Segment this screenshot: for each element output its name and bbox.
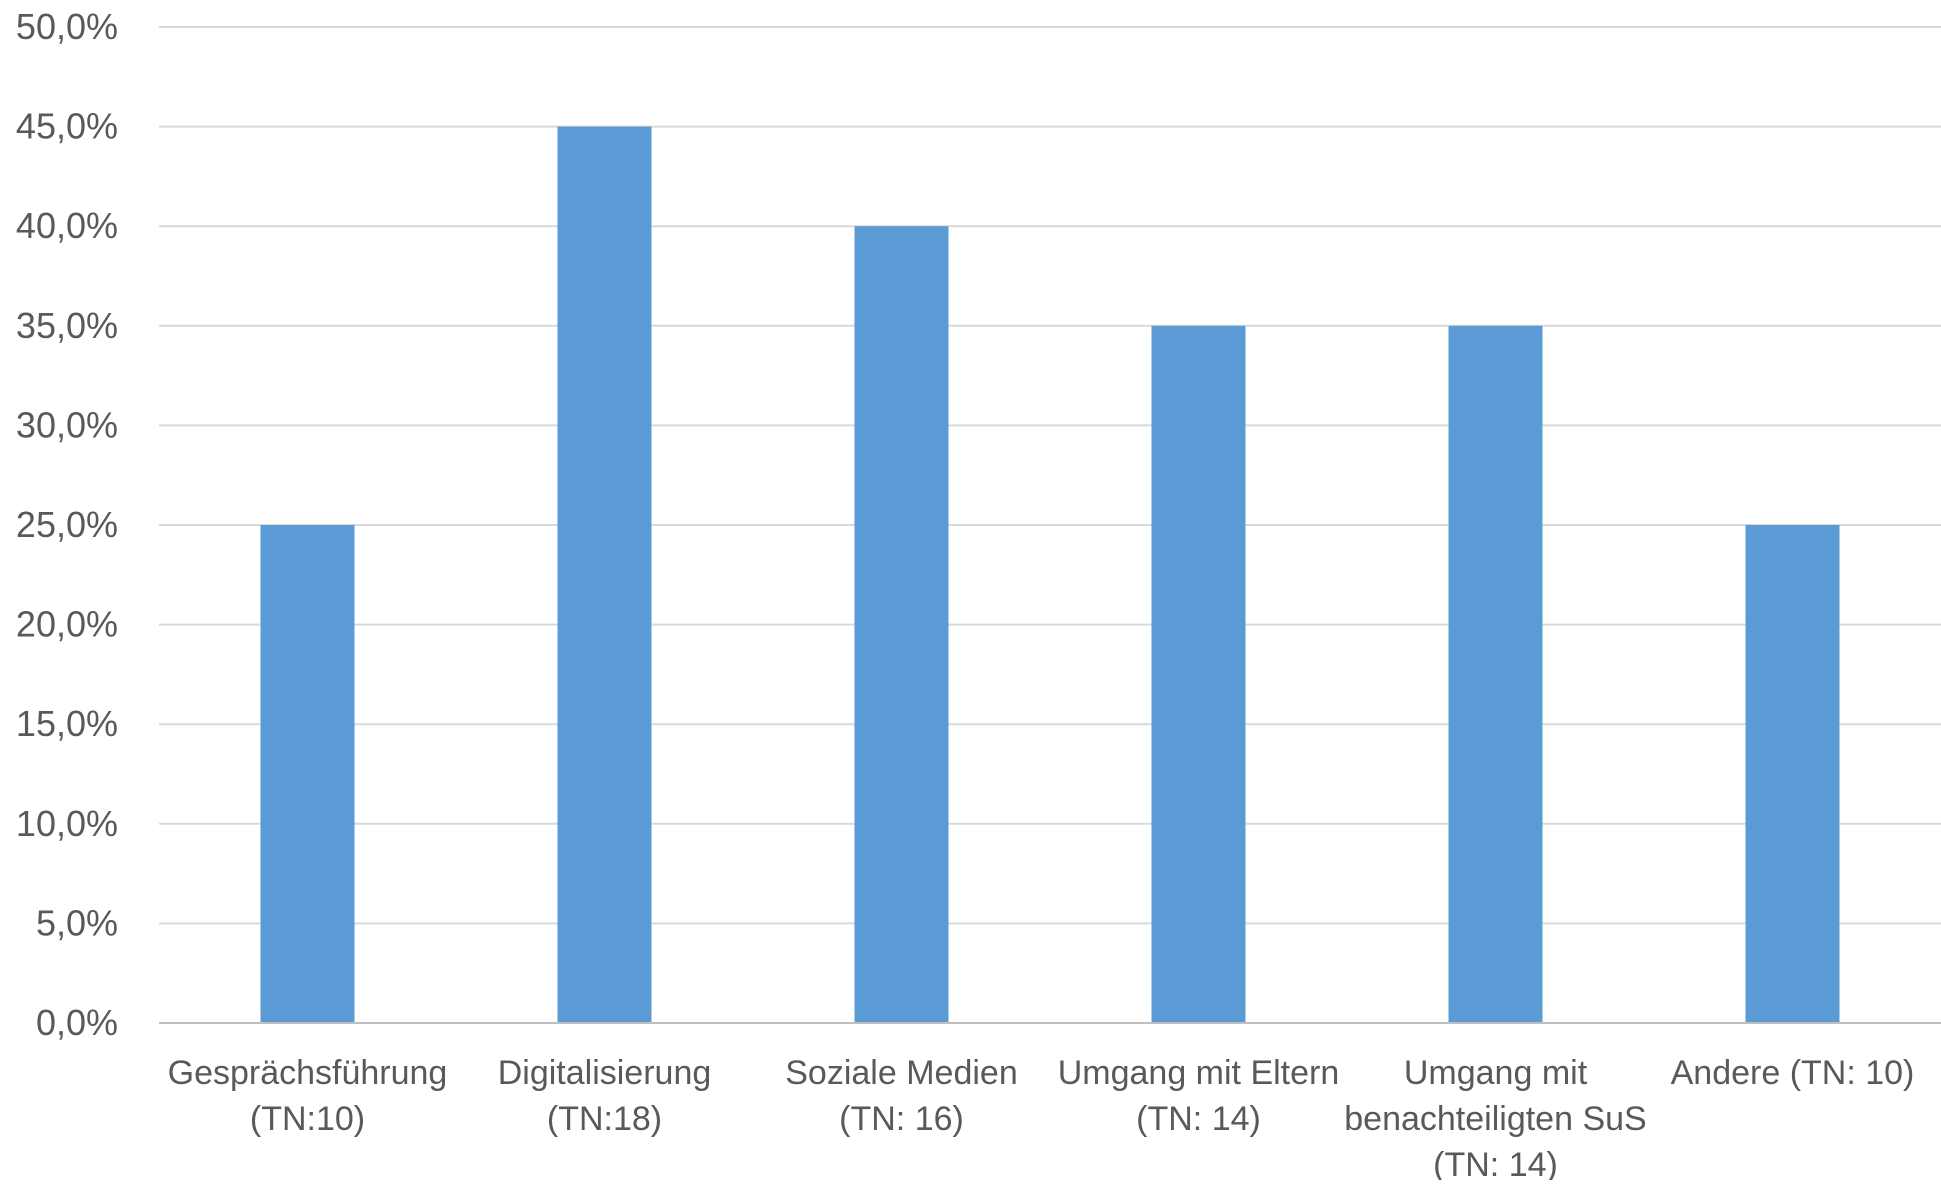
x-category-label: Andere (TN: 10)	[1671, 1054, 1915, 1092]
bar	[854, 226, 949, 1023]
bar	[1151, 325, 1246, 1023]
y-tick-label: 15,0%	[16, 703, 118, 744]
x-category-label-line: (TN:18)	[547, 1100, 662, 1138]
x-category-label-line: (TN:10)	[250, 1100, 365, 1138]
x-category-label-line: Soziale Medien	[785, 1054, 1017, 1092]
x-category-label: Soziale Medien (TN: 16)	[785, 1054, 1017, 1138]
y-tick-label: 40,0%	[16, 205, 118, 246]
x-category-label-line: (TN: 16)	[839, 1100, 964, 1138]
x-category-label: Umgang mit Eltern (TN: 14)	[1058, 1054, 1340, 1138]
x-category-label-line: Umgang mit Eltern	[1058, 1054, 1340, 1092]
x-category-label: Gesprächsführung (TN:10)	[168, 1054, 448, 1138]
x-category-label-line: Andere (TN: 10)	[1671, 1054, 1915, 1092]
x-category-labels: Gesprächsführung (TN:10) Digitalisierung (T…	[168, 1054, 1915, 1184]
y-tick-label: 0,0%	[36, 1002, 118, 1043]
x-category-label-line: Gesprächsführung	[168, 1054, 448, 1092]
y-tick-label: 45,0%	[16, 106, 118, 147]
x-category-label: Digitalisierung (TN:18)	[498, 1054, 712, 1138]
bar	[557, 126, 652, 1024]
x-category-label: Umgang mit benachteiligten SuS (TN: 14)	[1344, 1054, 1646, 1180]
x-category-label-line: Digitalisierung	[498, 1054, 712, 1092]
y-tick-label: 35,0%	[16, 305, 118, 346]
y-tick-label: 20,0%	[16, 604, 118, 645]
x-category-label-line: benachteiligten SuS	[1344, 1100, 1646, 1138]
x-category-label-line: (TN: 14)	[1433, 1146, 1558, 1180]
y-tick-label: 10,0%	[16, 803, 118, 844]
y-tick-label: 5,0%	[36, 902, 118, 943]
x-category-label-line: (TN: 14)	[1136, 1100, 1261, 1138]
bar	[260, 525, 355, 1023]
y-tick-label: 25,0%	[16, 504, 118, 545]
y-tick-label: 50,0%	[16, 6, 118, 47]
bar	[1745, 525, 1840, 1023]
bar	[1448, 325, 1543, 1023]
bars	[260, 126, 1840, 1024]
gridlines	[159, 26, 1941, 925]
x-category-label-line: Umgang mit	[1404, 1054, 1588, 1092]
y-tick-label: 30,0%	[16, 404, 118, 445]
y-tick-labels: 0,0% 5,0% 10,0% 15,0% 20,0% 25,0% 30,0% 35,0% 40…	[16, 6, 118, 1043]
